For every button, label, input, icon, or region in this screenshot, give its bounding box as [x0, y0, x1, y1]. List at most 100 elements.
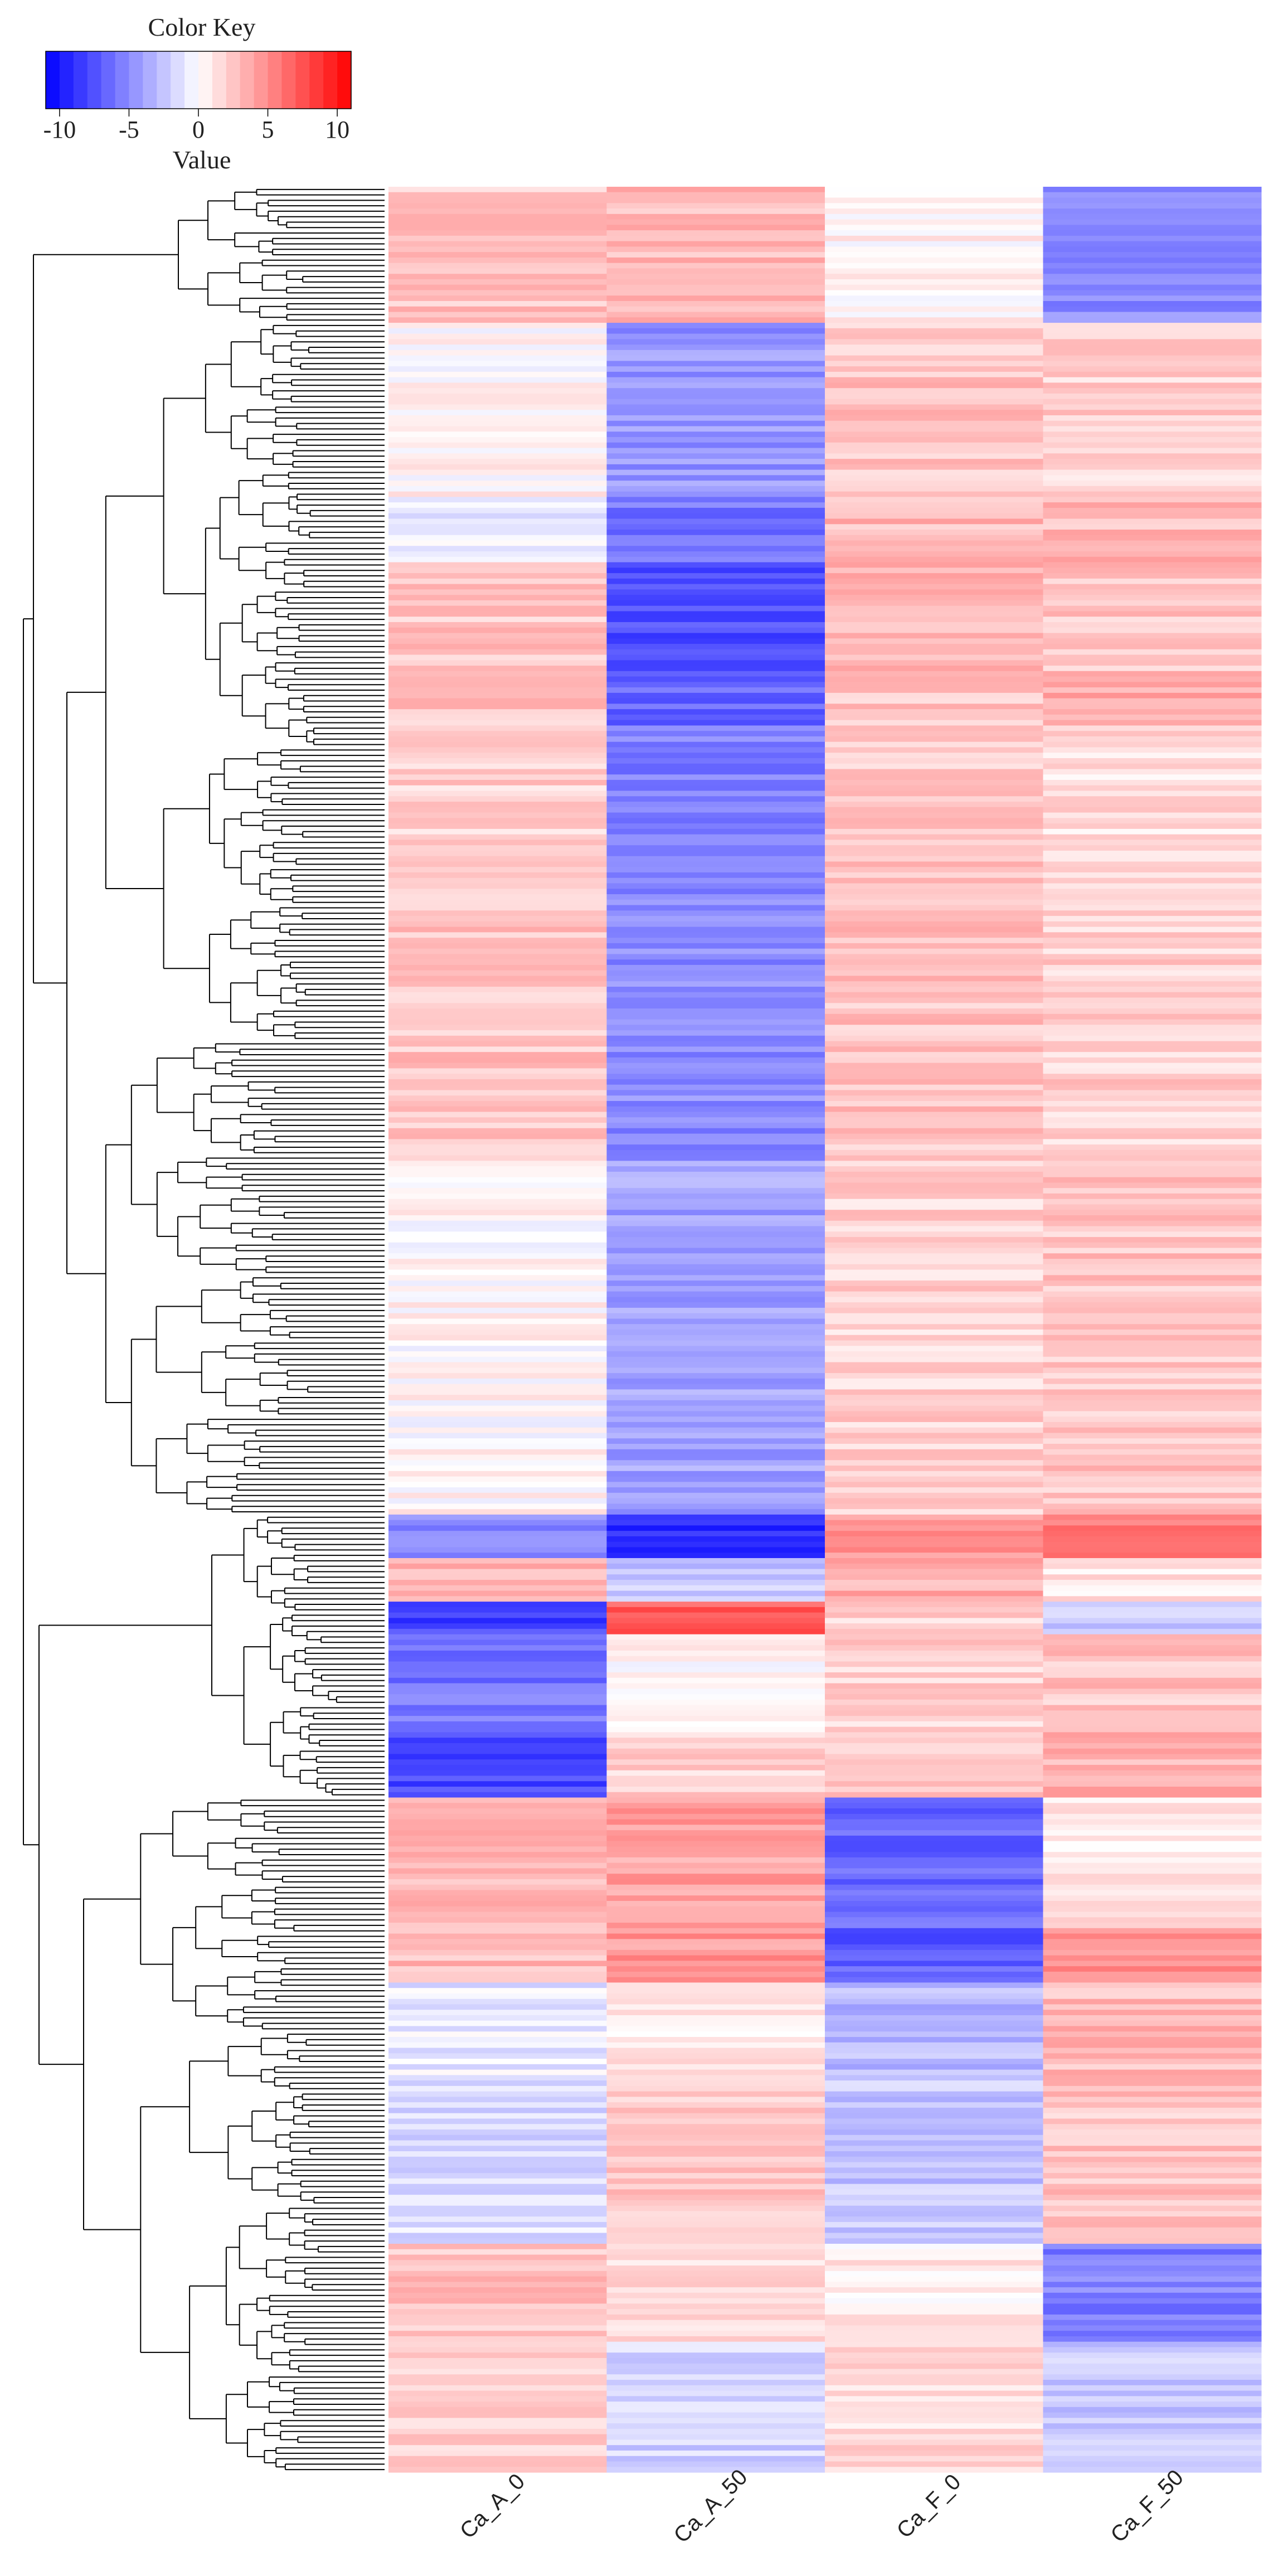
heatmap-cell	[1043, 274, 1262, 280]
heatmap-cell	[1043, 1139, 1262, 1145]
heatmap-cell	[388, 1471, 607, 1477]
heatmap-cell	[606, 333, 825, 339]
color-key-ticks: -10 -5 0 5 10	[43, 109, 349, 143]
heatmap-cell	[825, 2363, 1043, 2370]
heatmap-cell	[606, 796, 825, 802]
heatmap-cell	[388, 2146, 607, 2152]
heatmap-cell	[825, 1422, 1043, 1428]
heatmap-cell	[1043, 2380, 1262, 2386]
heatmap-cell	[825, 1607, 1043, 1613]
heatmap-cell	[1043, 192, 1262, 198]
heatmap-cell	[825, 268, 1043, 274]
heatmap-cell	[825, 850, 1043, 857]
heatmap-cell	[1043, 856, 1262, 862]
heatmap-cell	[606, 257, 825, 264]
heatmap-cell	[1043, 1204, 1262, 1210]
heatmap-cell	[606, 589, 825, 595]
heatmap-cell	[388, 317, 607, 323]
heatmap-cell	[388, 1128, 607, 1134]
heatmap-cell	[388, 377, 607, 384]
heatmap-cell	[388, 2341, 607, 2348]
heatmap-cell	[1043, 1895, 1262, 1901]
heatmap-cell	[825, 1961, 1043, 1967]
heatmap-cell	[1043, 1492, 1262, 1499]
heatmap-cell	[606, 1144, 825, 1151]
heatmap-cell	[606, 192, 825, 198]
heatmap-cell	[388, 1215, 607, 1221]
heatmap-cell	[606, 2418, 825, 2424]
heatmap-cell	[606, 1656, 825, 1662]
heatmap-cell	[606, 1095, 825, 1102]
heatmap-cell	[1043, 1482, 1262, 1488]
row-dendrogram	[23, 188, 385, 2471]
heatmap-cell	[606, 861, 825, 867]
heatmap-cell	[388, 1923, 607, 1929]
heatmap-cell	[388, 1161, 607, 1167]
heatmap-cell	[1043, 589, 1262, 595]
heatmap-cell	[1043, 1721, 1262, 1728]
heatmap-cell	[606, 1106, 825, 1113]
heatmap-cell	[1043, 1166, 1262, 1172]
heatmap-cell	[606, 1487, 825, 1493]
heatmap-cell	[388, 2407, 607, 2413]
heatmap-cell	[1043, 1710, 1262, 1716]
heatmap-cell	[388, 894, 607, 900]
heatmap-cell	[1043, 345, 1262, 351]
heatmap-cell	[606, 954, 825, 960]
heatmap-cell	[388, 1324, 607, 1330]
heatmap-cell	[606, 638, 825, 644]
heatmap-cell	[825, 507, 1043, 514]
heatmap-cell	[825, 1106, 1043, 1113]
heatmap-cell	[606, 2363, 825, 2370]
color-key-bin	[226, 51, 241, 109]
heatmap-cell	[388, 535, 607, 541]
heatmap-cell	[388, 1498, 607, 1504]
heatmap-cell	[388, 2292, 607, 2299]
heatmap-cell	[1043, 377, 1262, 384]
heatmap-cell	[606, 1857, 825, 1864]
heatmap-cell	[606, 2450, 825, 2457]
heatmap-cell	[606, 2347, 825, 2353]
heatmap-cell	[1043, 431, 1262, 438]
heatmap-cell	[825, 459, 1043, 465]
heatmap-cell	[825, 818, 1043, 824]
heatmap-cell	[606, 1825, 825, 1831]
heatmap-cell	[388, 1171, 607, 1178]
heatmap-cell	[825, 584, 1043, 590]
heatmap-cell	[606, 1759, 825, 1765]
heatmap-cell	[388, 345, 607, 351]
heatmap-cell	[606, 2195, 825, 2201]
heatmap-cell	[825, 2010, 1043, 2016]
color-key-bin	[337, 51, 352, 109]
heatmap-cell	[388, 371, 607, 378]
heatmap-cell	[1043, 899, 1262, 906]
heatmap-cell	[388, 437, 607, 443]
heatmap-cell	[388, 2151, 607, 2157]
heatmap-cell	[1043, 1013, 1262, 1020]
heatmap-cell	[606, 252, 825, 258]
heatmap-cell	[825, 306, 1043, 313]
heatmap-cell	[606, 404, 825, 410]
heatmap-cell	[388, 1520, 607, 1526]
heatmap-cell	[1043, 1449, 1262, 1456]
heatmap-cell	[1043, 1672, 1262, 1678]
heatmap-cell	[388, 225, 607, 231]
heatmap-cell	[825, 2445, 1043, 2451]
color-key-tick-label: 0	[192, 116, 205, 143]
heatmap-cell	[825, 1302, 1043, 1308]
heatmap-cell	[388, 1106, 607, 1113]
heatmap-cell	[1043, 225, 1262, 231]
heatmap-cell	[388, 1449, 607, 1456]
heatmap-cell	[1043, 981, 1262, 987]
column-label: Ca_A_50	[669, 2465, 752, 2548]
heatmap-cell	[825, 371, 1043, 378]
heatmap-cell	[1043, 2363, 1262, 2370]
heatmap-cell	[606, 1803, 825, 1809]
heatmap-cell	[606, 1607, 825, 1613]
heatmap-cell	[825, 573, 1043, 579]
heatmap-cell	[606, 1623, 825, 1629]
heatmap-cell	[825, 1068, 1043, 1074]
heatmap-cell	[606, 2221, 825, 2228]
heatmap-cell	[1043, 1471, 1262, 1477]
heatmap-cell	[1043, 1901, 1262, 1907]
